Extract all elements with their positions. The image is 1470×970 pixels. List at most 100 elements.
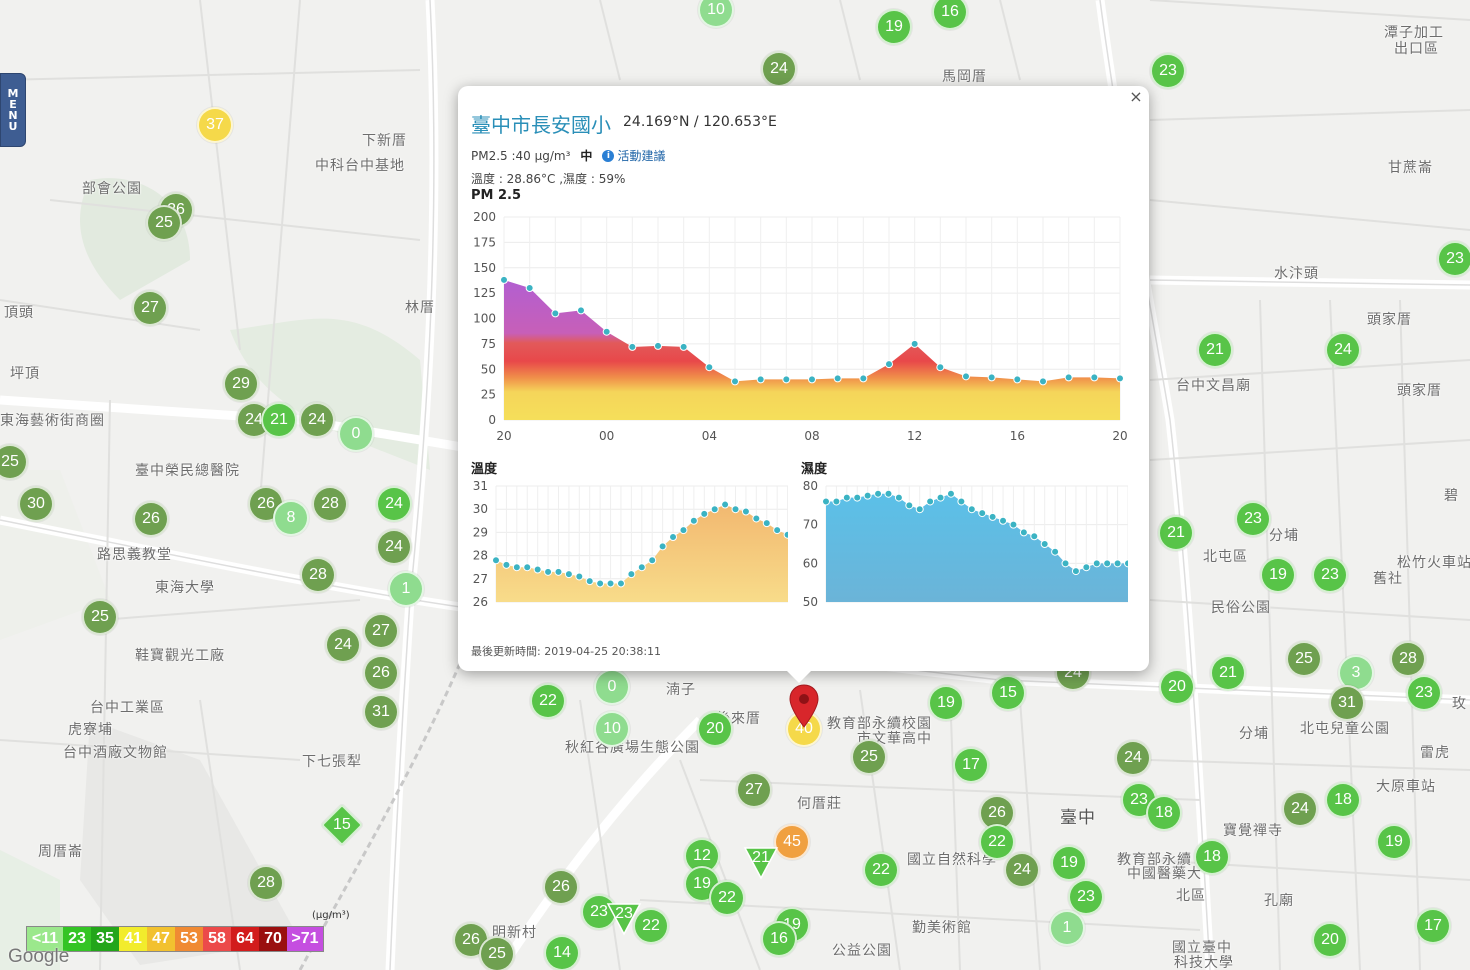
data-point[interactable] bbox=[910, 339, 919, 348]
close-popup-button[interactable]: × bbox=[1129, 87, 1143, 106]
data-point[interactable] bbox=[978, 509, 987, 518]
station-marker[interactable]: 37 bbox=[197, 107, 233, 143]
station-marker[interactable]: 23 bbox=[1150, 53, 1186, 89]
station-marker[interactable]: 31 bbox=[363, 694, 399, 730]
station-marker[interactable]: 24 bbox=[1282, 791, 1318, 827]
station-marker[interactable]: 19 bbox=[1376, 824, 1412, 860]
station-marker[interactable]: 21 bbox=[1158, 515, 1194, 551]
station-marker[interactable]: 24 bbox=[1325, 332, 1361, 368]
station-marker[interactable]: 19 bbox=[928, 685, 964, 721]
data-point[interactable] bbox=[512, 563, 521, 572]
station-marker[interactable]: 28 bbox=[1390, 641, 1426, 677]
data-point[interactable] bbox=[648, 556, 657, 565]
data-point[interactable] bbox=[1019, 528, 1028, 537]
data-point[interactable] bbox=[884, 489, 893, 498]
data-point[interactable] bbox=[936, 493, 945, 502]
data-point[interactable] bbox=[756, 375, 765, 384]
data-point[interactable] bbox=[606, 579, 615, 588]
station-marker[interactable]: 1 bbox=[1049, 910, 1085, 946]
data-point[interactable] bbox=[822, 497, 830, 506]
data-point[interactable] bbox=[533, 565, 542, 574]
station-marker[interactable]: 23 bbox=[581, 894, 617, 930]
data-point[interactable] bbox=[1092, 559, 1101, 568]
data-point[interactable] bbox=[967, 505, 976, 514]
station-marker[interactable]: 21 bbox=[261, 402, 297, 438]
data-point[interactable] bbox=[585, 577, 594, 586]
data-point[interactable] bbox=[700, 509, 709, 518]
activity-advice-link[interactable]: 活動建議 bbox=[617, 149, 666, 163]
data-point[interactable] bbox=[1113, 559, 1122, 568]
data-point[interactable] bbox=[987, 373, 996, 382]
data-point[interactable] bbox=[808, 375, 816, 384]
station-marker[interactable]: 31 bbox=[1329, 685, 1365, 721]
data-point[interactable] bbox=[1064, 373, 1073, 382]
station-marker[interactable]: 18 bbox=[1325, 782, 1361, 818]
data-point[interactable] bbox=[523, 563, 532, 572]
station-marker[interactable]: 1 bbox=[388, 571, 424, 607]
station-marker[interactable]: 25 bbox=[851, 739, 887, 775]
station-marker[interactable]: 19 bbox=[1051, 845, 1087, 881]
station-marker[interactable]: 28 bbox=[248, 865, 284, 901]
data-point[interactable] bbox=[752, 514, 761, 523]
station-marker[interactable]: 22 bbox=[709, 880, 745, 916]
station-marker[interactable]: 10 bbox=[594, 711, 630, 747]
data-point[interactable] bbox=[1040, 540, 1049, 548]
station-marker[interactable]: 28 bbox=[312, 486, 348, 522]
station-marker[interactable]: 15 bbox=[990, 675, 1026, 711]
station-marker[interactable]: 25 bbox=[1286, 641, 1322, 677]
data-point[interactable] bbox=[905, 501, 914, 510]
station-marker[interactable]: 29 bbox=[223, 366, 259, 402]
data-point[interactable] bbox=[525, 284, 534, 293]
station-marker[interactable]: 22 bbox=[979, 824, 1015, 860]
station-marker[interactable]: 16 bbox=[761, 921, 797, 957]
station-marker[interactable]: 21 bbox=[1210, 655, 1246, 691]
data-point[interactable] bbox=[1071, 567, 1080, 576]
data-point[interactable] bbox=[1009, 520, 1018, 529]
station-marker[interactable]: 0 bbox=[594, 669, 630, 705]
data-point[interactable] bbox=[1039, 377, 1047, 386]
data-point[interactable] bbox=[957, 497, 966, 506]
station-marker[interactable]: 16 bbox=[932, 0, 968, 30]
station-marker[interactable]: 19 bbox=[1260, 557, 1296, 593]
station-marker[interactable]: 30 bbox=[18, 486, 54, 522]
data-point[interactable] bbox=[988, 512, 997, 521]
data-point[interactable] bbox=[544, 567, 553, 576]
data-point[interactable] bbox=[833, 374, 842, 383]
data-point[interactable] bbox=[1030, 532, 1039, 541]
station-marker[interactable]: 17 bbox=[1415, 908, 1451, 944]
data-point[interactable] bbox=[616, 579, 625, 588]
data-point[interactable] bbox=[596, 579, 605, 588]
station-marker-triangle[interactable]: 21 bbox=[743, 844, 779, 880]
data-point[interactable] bbox=[832, 497, 841, 506]
station-marker[interactable]: 25 bbox=[82, 599, 118, 635]
data-point[interactable] bbox=[731, 377, 739, 386]
data-point[interactable] bbox=[628, 342, 637, 351]
data-point[interactable] bbox=[669, 533, 678, 542]
data-point[interactable] bbox=[741, 507, 750, 516]
data-point[interactable] bbox=[637, 563, 646, 572]
data-point[interactable] bbox=[863, 491, 872, 500]
data-point[interactable] bbox=[1051, 547, 1060, 556]
data-point[interactable] bbox=[602, 327, 611, 336]
data-point[interactable] bbox=[946, 489, 955, 498]
station-marker[interactable]: 22 bbox=[863, 852, 899, 888]
station-marker[interactable]: 21 bbox=[1197, 332, 1233, 368]
selected-station-pin-icon[interactable] bbox=[789, 684, 819, 728]
station-marker[interactable]: 18 bbox=[1146, 795, 1182, 831]
station-marker[interactable]: 23 bbox=[1068, 879, 1104, 915]
menu-button[interactable]: M E N U bbox=[0, 73, 26, 147]
data-point[interactable] bbox=[577, 306, 585, 315]
data-point[interactable] bbox=[936, 363, 945, 372]
data-point[interactable] bbox=[731, 505, 740, 514]
station-marker[interactable]: 27 bbox=[132, 290, 168, 326]
station-marker[interactable]: 27 bbox=[363, 613, 399, 649]
station-marker[interactable]: 26 bbox=[363, 655, 399, 691]
station-marker[interactable]: 24 bbox=[376, 529, 412, 565]
data-point[interactable] bbox=[859, 374, 868, 383]
data-point[interactable] bbox=[551, 309, 560, 318]
data-point[interactable] bbox=[782, 375, 791, 384]
station-marker[interactable]: 27 bbox=[736, 772, 772, 808]
station-marker[interactable]: 24 bbox=[761, 51, 797, 87]
station-marker[interactable]: 10 bbox=[698, 0, 734, 28]
data-point[interactable] bbox=[1116, 374, 1124, 383]
